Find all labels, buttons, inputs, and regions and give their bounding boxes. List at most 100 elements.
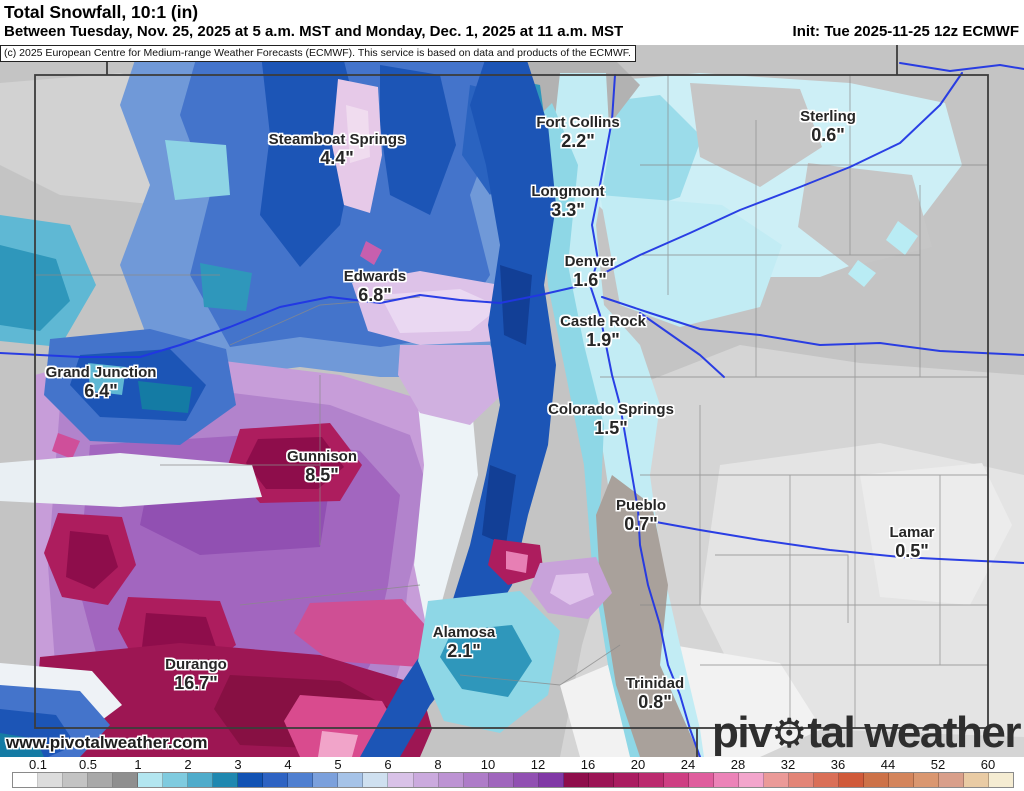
- legend-swatch: [488, 773, 514, 787]
- header: Total Snowfall, 10:1 (in) Between Tuesda…: [0, 0, 1024, 45]
- page-title: Total Snowfall, 10:1 (in): [4, 2, 199, 22]
- city-name: Colorado Springs: [548, 401, 674, 418]
- city-name: Lamar: [889, 524, 935, 541]
- legend-swatch: [889, 773, 915, 787]
- legend-tick-label: 0.1: [28, 757, 48, 772]
- city-name: Fort Collins: [536, 114, 620, 131]
- city-snowfall-value: 1.6": [573, 270, 607, 291]
- city-snowfall-value: 1.9": [586, 330, 620, 351]
- city-label: Lamar 0.5": [889, 524, 934, 562]
- legend-swatch: [738, 773, 764, 787]
- model-init-text: Init: Tue 2025-11-25 12z ECMWF: [792, 23, 1019, 40]
- legend-swatch: [538, 773, 564, 787]
- legend-swatch: [163, 773, 189, 787]
- city-label: Gunnison 8.5": [287, 448, 357, 486]
- legend-swatch: [138, 773, 164, 787]
- legend-swatch: [638, 773, 664, 787]
- logo-text-weather: weather: [864, 708, 1021, 757]
- highway-lines: [0, 62, 1024, 757]
- legend-swatch: [663, 773, 689, 787]
- legend-swatch: [788, 773, 814, 787]
- legend-tick-label: 2: [184, 757, 192, 772]
- city-snowfall-value: 0.8": [638, 692, 672, 713]
- city-name: Edwards: [343, 268, 407, 285]
- logo-text-piv: piv: [711, 708, 773, 757]
- city-name: Denver: [564, 253, 616, 270]
- city-label: Longmont 3.3": [531, 183, 604, 221]
- legend-swatch: [413, 773, 439, 787]
- legend-swatch: [213, 773, 239, 787]
- city-name: Pueblo: [615, 497, 667, 514]
- city-label: Edwards 6.8": [344, 268, 407, 306]
- legend-swatch: [363, 773, 389, 787]
- legend-labels: 0.1 0.5 1 2 3 4 5 6 8 10 12 16 20 24 28 32 36 44 52 60: [0, 757, 1024, 772]
- snowfall-map: (c) 2025 European Centre for Medium-rang…: [0, 45, 1024, 757]
- city-name: Grand Junction: [45, 364, 157, 381]
- city-label: Castle Rock 1.9": [560, 313, 646, 351]
- legend-tick-label: 60: [980, 757, 996, 772]
- legend-swatch: [563, 773, 589, 787]
- legend-tick-label: 52: [930, 757, 946, 772]
- legend-swatch: [238, 773, 264, 787]
- legend-tick-label: 1: [134, 757, 142, 772]
- city-snowfall-value: 6.4": [84, 381, 118, 402]
- legend-tick-label: 10: [480, 757, 496, 772]
- legend-swatch: [588, 773, 614, 787]
- legend-swatch: [964, 773, 990, 787]
- city-label: Denver 1.6": [565, 253, 616, 291]
- legend-swatch: [989, 773, 1014, 787]
- legend-swatch: [13, 773, 39, 787]
- legend-tick-label: 3: [234, 757, 242, 772]
- legend-tick-label: 24: [680, 757, 696, 772]
- legend-tick-label: 36: [830, 757, 846, 772]
- city-snowfall-value: 0.7": [624, 514, 658, 535]
- city-label: Steamboat Springs 4.4": [269, 131, 406, 169]
- city-name: Sterling: [800, 108, 856, 125]
- snowfall-contour-art: [0, 45, 1024, 757]
- legend-swatch: [864, 773, 890, 787]
- legend-swatch: [63, 773, 89, 787]
- legend-tick-label: 32: [780, 757, 796, 772]
- city-label: Colorado Springs 1.5": [548, 401, 674, 439]
- city-label: Alamosa 2.1": [433, 624, 496, 662]
- legend-swatch: [613, 773, 639, 787]
- legend-swatch: [914, 773, 940, 787]
- legend-swatch: [463, 773, 489, 787]
- legend-swatch: [438, 773, 464, 787]
- county-lines: [35, 75, 988, 728]
- legend-swatch: [288, 773, 314, 787]
- legend-tick-label: 16: [580, 757, 596, 772]
- copyright-notice: (c) 2025 European Centre for Medium-rang…: [0, 45, 636, 62]
- legend-swatch: [388, 773, 414, 787]
- city-label: Pueblo 0.7": [616, 497, 666, 535]
- legend-tick-label: 12: [530, 757, 546, 772]
- city-label: Durango 16.7": [165, 656, 227, 694]
- pivotal-weather-logo: piv⚙tal weather: [711, 708, 1022, 757]
- city-label: Trinidad 0.8": [626, 675, 684, 713]
- valid-period-text: Between Tuesday, Nov. 25, 2025 at 5 a.m.…: [4, 23, 624, 40]
- legend-swatch: [338, 773, 364, 787]
- logo-text-tal: tal: [807, 708, 855, 757]
- legend-swatch: [113, 773, 139, 787]
- legend-swatch: [939, 773, 965, 787]
- city-snowfall-value: 16.7": [174, 673, 218, 694]
- legend-tick-label: 20: [630, 757, 646, 772]
- city-name: Longmont: [531, 183, 605, 200]
- legend-tick-label: 6: [384, 757, 392, 772]
- legend-swatch: [188, 773, 214, 787]
- legend-tick-label: 0.5: [78, 757, 98, 772]
- legend-swatch: [313, 773, 339, 787]
- city-name: Steamboat Springs: [268, 131, 406, 148]
- city-label: Grand Junction 6.4": [46, 364, 157, 402]
- city-snowfall-value: 0.6": [811, 125, 845, 146]
- legend-tick-label: 8: [434, 757, 442, 772]
- city-snowfall-value: 1.5": [594, 418, 628, 439]
- city-snowfall-value: 3.3": [551, 200, 585, 221]
- city-name: Durango: [165, 656, 227, 673]
- legend-swatch: [513, 773, 539, 787]
- legend-swatch: [839, 773, 865, 787]
- gear-icon: ⚙: [771, 710, 808, 756]
- legend-swatch: [713, 773, 739, 787]
- legend-tick-label: 44: [880, 757, 896, 772]
